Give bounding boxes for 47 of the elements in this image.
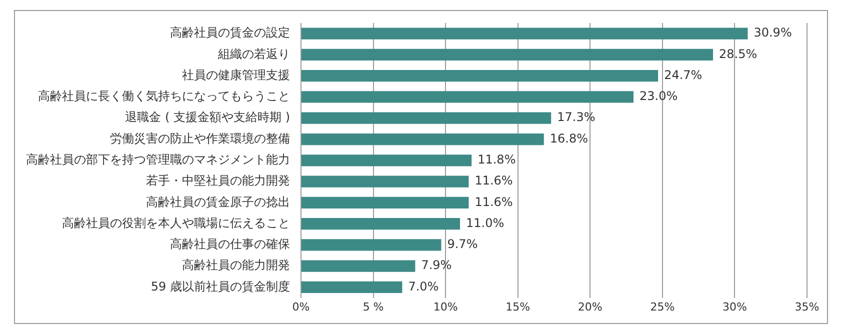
y-tick-label: 高齢社員の部下を持つ管理職のマネジメント能力: [26, 152, 290, 167]
x-tick-label: 5 %: [362, 300, 384, 314]
bar: [302, 70, 658, 82]
y-tick-label: 59 歳以前社員の賃金制度: [150, 279, 290, 294]
data-label: 16.8%: [550, 131, 588, 146]
x-tick-label: 20%: [578, 300, 602, 314]
y-tick-label: 退職金 ( 支援金額や支給時期 ): [125, 110, 290, 124]
y-tick-label: 高齢社員の賃金の設定: [170, 26, 290, 40]
x-tick-label: 25%: [650, 300, 675, 314]
bar: [302, 133, 544, 146]
x-tick-label: 10%: [433, 300, 458, 314]
x-tick-label: 35%: [794, 300, 820, 314]
data-label: 11.6%: [474, 174, 513, 188]
data-label: 7.9%: [421, 258, 452, 272]
y-tick-label: 高齢社員の仕事の確保: [170, 237, 290, 252]
bar: [302, 260, 416, 272]
bar: [302, 176, 469, 188]
bar: [302, 28, 748, 40]
data-label: 11.8%: [478, 152, 516, 167]
y-tick-label: 高齢社員の能力開発: [182, 258, 290, 272]
bar: [302, 196, 469, 208]
y-tick-label: 労働災害の防止や作業環境の整備: [110, 131, 290, 146]
data-label: 23.0%: [640, 89, 678, 104]
bar: [302, 218, 460, 230]
bar: [302, 154, 472, 166]
bar: [302, 91, 634, 103]
y-tick-label: 組織の若返り: [217, 46, 290, 61]
x-tick-label: 0%: [292, 300, 310, 314]
data-label: 7.0%: [408, 279, 439, 294]
bar: [302, 48, 714, 61]
bar: [302, 239, 442, 251]
y-tick-label: 高齢社員の賃金原子の捻出: [146, 194, 290, 209]
data-label: 24.7%: [664, 68, 702, 82]
data-label: 30.9%: [754, 26, 792, 40]
bar: [302, 281, 402, 294]
data-label: 28.5%: [719, 46, 758, 61]
x-tick-label: 30%: [722, 300, 747, 314]
data-label: 11.6%: [474, 194, 513, 209]
y-tick-label: 高齢社員に長く働く気持ちになってもらうこと: [38, 89, 290, 104]
data-label: 17.3%: [557, 110, 596, 124]
y-tick-label: 社員の健康管理支援: [182, 68, 290, 82]
bar: [302, 112, 552, 124]
x-tick-label: 15%: [506, 300, 530, 314]
data-label: 9.7%: [447, 237, 478, 252]
y-tick-label: 若手・中堅社員の能力開発: [146, 174, 290, 188]
y-tick-label: 高齢社員の役割を本人や職場に伝えること: [62, 216, 290, 230]
data-label: 11.0%: [466, 216, 504, 230]
